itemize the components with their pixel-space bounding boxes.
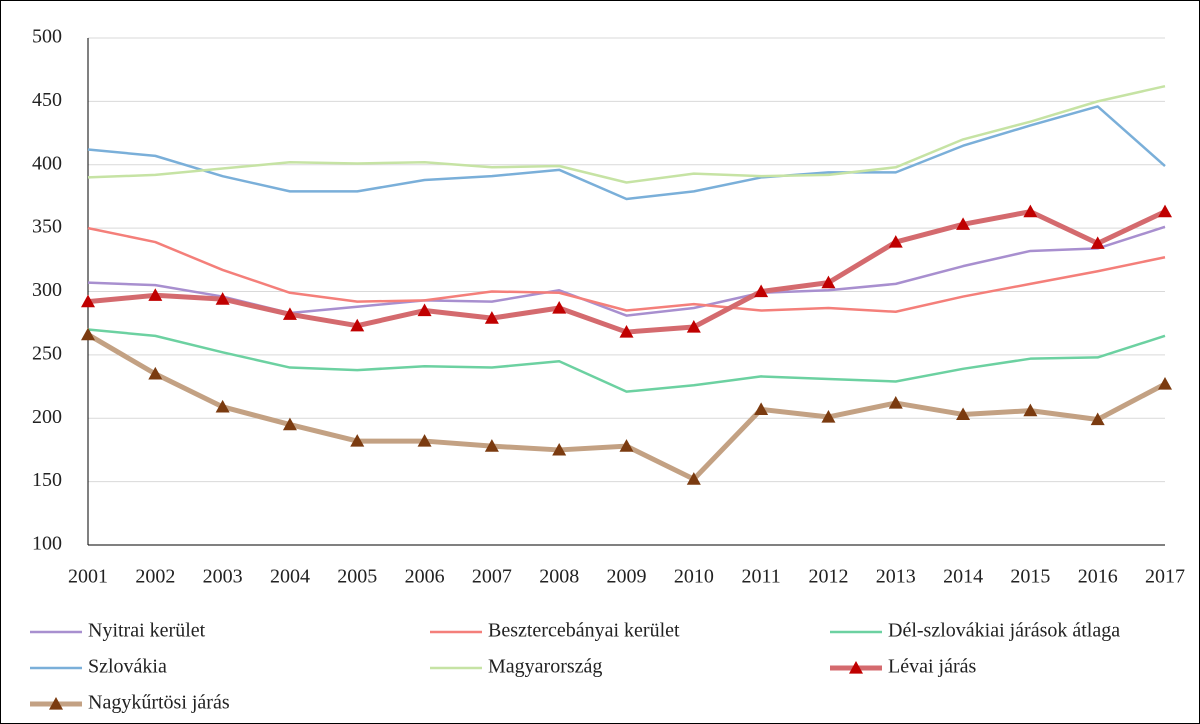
series-marker — [619, 439, 634, 452]
legend-marker — [849, 661, 863, 674]
series-marker — [1090, 236, 1105, 249]
series-marker — [686, 319, 701, 333]
x-tick-label: 2007 — [472, 566, 512, 588]
series-marker — [417, 303, 432, 317]
legend-label: Besztercebányai kerület — [488, 620, 680, 642]
x-tick-label: 2012 — [808, 566, 848, 588]
series-marker — [888, 396, 903, 409]
y-tick-label: 500 — [32, 26, 62, 48]
series-marker — [619, 325, 634, 338]
series-marker — [148, 366, 163, 380]
series-marker — [754, 402, 769, 415]
series-marker — [81, 294, 95, 308]
y-tick-label: 300 — [32, 279, 62, 301]
series-marker — [956, 407, 971, 421]
x-tick-label: 2013 — [876, 566, 916, 588]
legend-marker — [49, 697, 63, 710]
series-marker — [754, 284, 769, 298]
x-tick-label: 2002 — [135, 566, 175, 588]
series-marker — [81, 327, 95, 341]
series-line — [87, 226, 1166, 314]
series-marker — [821, 275, 836, 289]
x-tick-label: 2009 — [607, 566, 647, 588]
x-tick-label: 2017 — [1145, 566, 1185, 588]
series-marker — [282, 417, 297, 431]
series-marker — [350, 434, 365, 447]
legend-label: Magyarország — [488, 656, 602, 678]
y-tick-label: 450 — [32, 89, 62, 111]
x-tick-label: 2008 — [539, 566, 579, 588]
y-tick-label: 400 — [32, 152, 62, 174]
series-marker — [215, 292, 230, 305]
y-tick-label: 150 — [32, 469, 62, 491]
series-marker — [1158, 204, 1172, 218]
x-tick-label: 2001 — [68, 566, 108, 588]
y-tick-label: 250 — [32, 342, 62, 364]
series-marker — [1090, 412, 1105, 426]
x-tick-label: 2016 — [1078, 566, 1118, 588]
series-marker — [686, 472, 701, 485]
y-tick-label: 100 — [32, 533, 62, 555]
legend-label: Dél-szlovákiai járások átlaga — [888, 620, 1120, 642]
series-marker — [1023, 204, 1038, 218]
series-line — [87, 84, 1166, 184]
x-tick-label: 2011 — [741, 566, 780, 588]
series-marker — [552, 442, 567, 456]
series-marker — [148, 288, 163, 301]
x-tick-label: 2006 — [405, 566, 445, 588]
x-tick-label: 2015 — [1010, 566, 1050, 588]
y-tick-label: 350 — [32, 216, 62, 238]
x-tick-label: 2014 — [943, 566, 983, 588]
series-marker — [484, 311, 499, 324]
series-marker — [282, 307, 297, 320]
series-marker — [215, 399, 230, 413]
series-marker — [484, 439, 499, 452]
series-marker — [956, 217, 971, 230]
legend-label: Nagykűrtösi járás — [88, 692, 230, 714]
series-marker — [552, 300, 567, 314]
series-line — [87, 328, 1166, 393]
series-marker — [821, 409, 836, 423]
series-marker — [888, 235, 903, 248]
series-marker — [1158, 377, 1172, 390]
x-tick-label: 2005 — [337, 566, 377, 588]
legend-label: Szlovákia — [88, 656, 167, 678]
x-tick-label: 2010 — [674, 566, 714, 588]
x-tick-label: 2003 — [203, 566, 243, 588]
series-marker — [1023, 403, 1038, 417]
series-marker — [417, 434, 432, 447]
y-tick-label: 200 — [32, 406, 62, 428]
legend-label: Nyitrai kerület — [88, 620, 206, 642]
legend-label: Lévai járás — [888, 656, 976, 678]
series-line — [87, 105, 1166, 201]
series-marker — [350, 318, 365, 332]
x-tick-label: 2004 — [270, 566, 310, 588]
